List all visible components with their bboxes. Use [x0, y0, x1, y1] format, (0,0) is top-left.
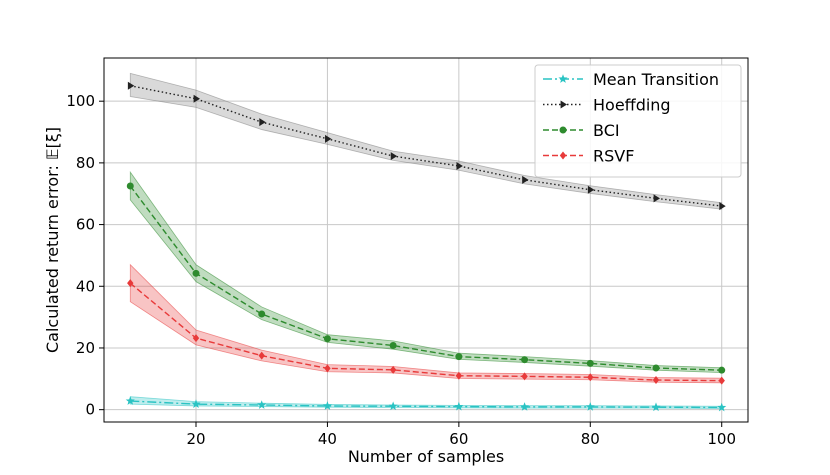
rsvf-point-50 [389, 365, 397, 374]
legend-label-bci: BCI [593, 121, 620, 140]
bci-point-60 [455, 353, 463, 361]
hoeffding-point-40 [325, 134, 332, 143]
hoeffding-point-50 [390, 152, 398, 161]
legend-box [534, 64, 742, 178]
rsvf-point-10 [127, 279, 134, 288]
rsvf-point-40 [324, 364, 331, 373]
legend-label-rsvf: RSVF [593, 147, 634, 166]
legend-marker-mean-transition [558, 74, 568, 83]
hoeffding-point-10 [127, 81, 135, 90]
bci-point-100 [718, 366, 726, 374]
x-tick-label-40: 40 [318, 430, 337, 448]
hoeffding-point-20 [193, 94, 200, 103]
bci-point-10 [126, 182, 134, 190]
y-tick-label-80: 80 [76, 154, 95, 172]
legend-marker-rsvf [559, 151, 567, 160]
mean-transition-point-80 [585, 402, 595, 411]
hoeffding-point-90 [653, 194, 660, 203]
legend-label-mean-transition: Mean Transition [593, 70, 719, 89]
bci-point-90 [652, 364, 660, 372]
mean-transition-point-30 [257, 400, 267, 409]
rsvf-point-70 [521, 372, 528, 381]
mean-transition-line [130, 400, 722, 409]
legend: Mean Transition Hoeffding BCI RSVF [534, 64, 742, 178]
bci-point-30 [258, 310, 266, 318]
rsvf-line [129, 282, 722, 382]
plot-frame [103, 57, 749, 423]
mean-transition-point-20 [191, 399, 201, 408]
bci-point-40 [323, 335, 331, 343]
hoeffding-point-80 [587, 185, 595, 194]
axis-ticks: 20 40 60 80 100 0 20 40 60 80 100 [66, 92, 736, 448]
x-tick-label-20: 20 [186, 430, 205, 448]
mean-transition-point-10 [125, 396, 135, 405]
series-lines [129, 85, 722, 409]
y-tick-label-20: 20 [76, 339, 95, 357]
rsvf-point-100 [718, 376, 725, 385]
mean-transition-point-50 [388, 401, 398, 411]
rsvf-point-60 [455, 371, 463, 380]
x-tick-label-60: 60 [449, 430, 468, 448]
mean-transition-point-100 [717, 402, 727, 412]
rsvf-point-20 [192, 334, 200, 343]
rsvf-point-90 [652, 376, 660, 385]
y-tick-label-100: 100 [66, 92, 95, 110]
mean-transition-point-40 [322, 401, 332, 410]
y-tick-label-60: 60 [76, 216, 95, 234]
legend-marker-bci [559, 126, 567, 134]
bci-point-70 [521, 356, 529, 364]
x-tick-label-100: 100 [707, 430, 736, 448]
bci-point-20 [192, 269, 200, 277]
hoeffding-point-30 [259, 118, 266, 127]
x-tick-label-80: 80 [581, 430, 600, 448]
mean-transition-point-90 [651, 402, 661, 412]
hoeffding-point-100 [719, 202, 726, 211]
legend-marker-hoeffding [560, 100, 567, 109]
mean-transition-point-60 [454, 401, 464, 411]
y-axis-label: Calculated return error: 𝔼[ξ] [43, 127, 62, 353]
x-axis-label: Number of samples [348, 447, 504, 466]
y-tick-label-40: 40 [76, 277, 95, 295]
bci-point-80 [586, 359, 594, 367]
hoeffding-point-60 [456, 161, 463, 170]
bci-line [129, 185, 722, 371]
hoeffding-band [129, 72, 723, 210]
y-tick-label-0: 0 [85, 401, 95, 419]
rsvf-point-80 [587, 373, 594, 382]
mean-transition-point-70 [520, 402, 530, 411]
hoeffding-point-70 [522, 175, 529, 184]
rsvf-point-30 [258, 351, 265, 360]
bci-point-50 [389, 341, 397, 349]
legend-label-hoeffding: Hoeffding [593, 96, 671, 115]
series-markers [125, 81, 727, 412]
